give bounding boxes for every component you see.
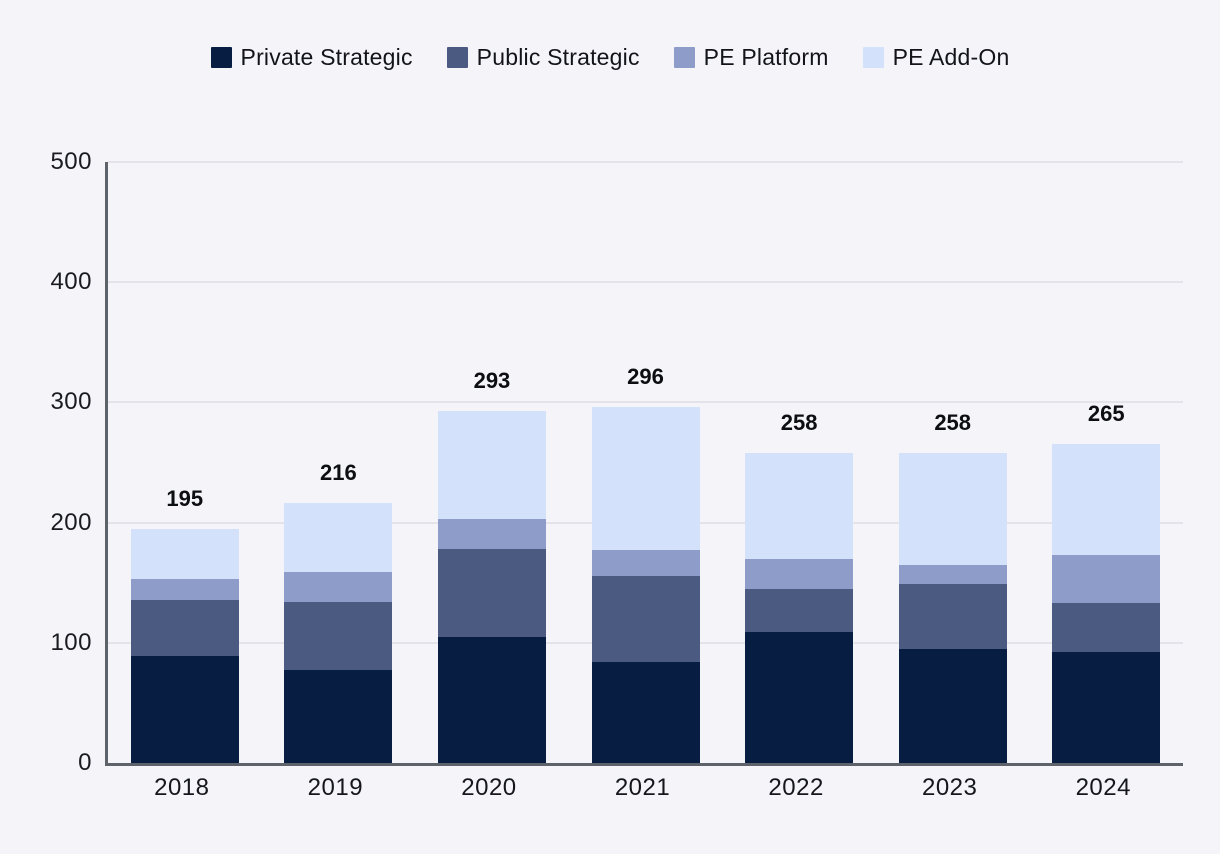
segment-public-strategic [745,588,854,632]
x-tick-label-2020: 2020 [461,774,517,801]
stacked-bar [1052,444,1161,763]
bar-group-2018: 195 [108,162,262,763]
segment-pe-platform [1052,555,1161,604]
y-tick-label: 200 [50,508,92,536]
segment-public-strategic [898,583,1007,649]
bar-total-label: 195 [166,485,204,511]
stacked-bar [591,407,700,763]
bar-total-label: 258 [780,409,818,435]
bar-group-2021: 296 [569,162,723,763]
segment-private-strategic [745,631,854,763]
segment-pe-platform [745,558,854,589]
legend-label: Private Strategic [240,44,413,70]
segment-pe-add-on [437,410,546,520]
legend-label: PE Add-On [892,44,1010,70]
plot-area: 195 216 293 296 258 258 265 [105,161,1183,766]
legend-swatch-icon [446,47,468,68]
stacked-bar [437,410,546,763]
legend-item-pe-platform: PE Platform [673,44,829,71]
segment-pe-add-on [745,452,854,559]
segment-private-strategic [130,656,239,763]
segment-pe-platform [898,564,1007,584]
y-axis-labels: 0 100 200 300 400 500 [0,148,92,776]
segment-pe-platform [591,550,700,576]
stacked-bar [130,528,239,763]
segment-public-strategic [284,601,393,671]
chart-legend: Private Strategic Public Strategic PE Plat… [0,44,1220,71]
bar-total-label: 293 [473,367,511,393]
bar-total-label: 216 [320,460,357,486]
segment-private-strategic [437,636,546,763]
gridline-400 [108,281,1183,284]
x-tick-label-2018: 2018 [154,774,210,801]
legend-item-private-strategic: Private Strategic [210,44,413,71]
segment-pe-add-on [591,407,700,551]
y-tick-label: 400 [50,268,92,296]
y-tick-label: 500 [50,148,92,175]
segment-private-strategic [1052,652,1161,763]
bar-total-label: 265 [1087,401,1125,427]
x-axis-labels: 2018 2019 2020 2021 2022 2023 2024 [105,774,1180,802]
segment-pe-add-on [898,452,1007,565]
bars-row: 195 216 293 296 258 258 265 [108,162,1183,763]
segment-private-strategic [898,648,1007,763]
segment-public-strategic [130,599,239,657]
segment-pe-platform [437,519,546,550]
bar-group-2023: 258 [876,162,1030,763]
legend-swatch-icon [673,47,695,68]
y-tick-label: 100 [50,628,92,656]
legend-label: Public Strategic [476,44,640,70]
x-tick-label-2021: 2021 [614,774,671,801]
stacked-bar [898,452,1007,763]
segment-pe-add-on [284,503,393,572]
x-tick-label-2023: 2023 [921,774,978,801]
segment-public-strategic [1052,603,1161,653]
x-tick-label-2019: 2019 [307,774,364,801]
stacked-bar [745,452,854,763]
segment-pe-platform [284,571,393,602]
legend-item-public-strategic: Public Strategic [446,44,640,71]
legend-item-pe-add-on: PE Add-On [862,44,1010,71]
y-tick-label: 0 [78,749,92,776]
bar-group-2022: 258 [722,162,876,763]
bar-group-2020: 293 [415,162,569,763]
segment-pe-add-on [130,528,239,580]
x-tick-label-2022: 2022 [768,774,824,801]
legend-swatch-icon [862,47,884,68]
bar-total-label: 296 [627,364,664,390]
segment-private-strategic [591,662,700,763]
x-tick-label-2024: 2024 [1075,774,1131,801]
bar-total-label: 258 [934,409,972,435]
segment-public-strategic [437,549,546,637]
bar-group-2024: 265 [1029,162,1183,763]
stacked-bar [284,503,393,763]
segment-private-strategic [284,670,393,763]
y-tick-label: 300 [50,388,92,416]
segment-pe-add-on [1052,444,1161,556]
legend-swatch-icon [210,47,232,68]
segment-pe-platform [130,579,239,600]
gridline-500 [108,161,1183,163]
legend-label: PE Platform [703,44,829,70]
gridline-300 [108,401,1183,404]
bar-group-2019: 216 [262,162,416,763]
segment-public-strategic [591,575,700,663]
